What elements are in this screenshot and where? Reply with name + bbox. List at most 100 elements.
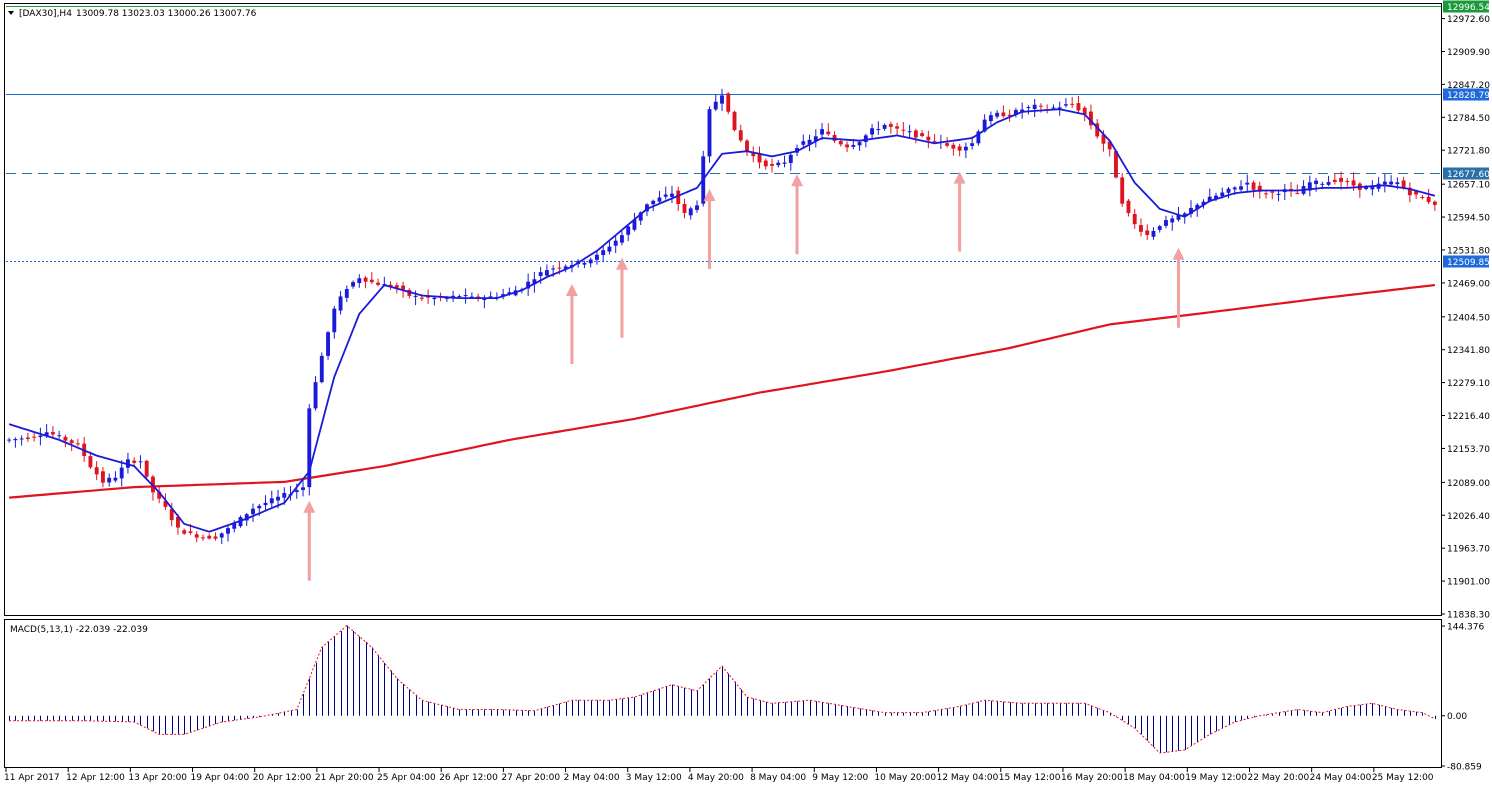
level-tag-label: 12996.54 <box>1447 3 1490 13</box>
candle <box>113 471 118 483</box>
candle <box>888 121 893 134</box>
candle-body <box>332 308 337 333</box>
time-tick-label: 9 May 12:00 <box>812 773 868 783</box>
candle <box>38 427 43 446</box>
candle <box>963 142 968 159</box>
candle-body <box>920 133 925 137</box>
candle-body <box>457 296 462 298</box>
price-axis: 12996.54 12828.79 12677.60 12509.85 12972.60… <box>1441 0 1490 621</box>
candle-body <box>557 267 562 269</box>
candle <box>957 143 962 157</box>
candle-body <box>363 277 368 282</box>
candle <box>1245 174 1250 193</box>
candle-body <box>588 259 593 264</box>
candle-body <box>876 129 881 131</box>
candle-body <box>32 436 37 438</box>
candle-body <box>1101 134 1106 144</box>
candle <box>1276 190 1281 202</box>
macd-signal-line <box>9 624 1436 754</box>
candle-body <box>976 131 981 144</box>
level-tag <box>1443 167 1489 180</box>
time-tick-label: 25 May 12:00 <box>1372 773 1434 783</box>
candle-body <box>851 144 856 147</box>
candle-body <box>1389 181 1394 185</box>
signal-arrow <box>703 188 716 269</box>
candle <box>1095 119 1100 139</box>
candle <box>544 264 549 278</box>
arrow-head <box>953 171 966 184</box>
candle <box>757 146 762 169</box>
candle <box>1063 98 1068 108</box>
candle-body <box>276 496 280 501</box>
candle-body <box>613 240 618 246</box>
candle-body <box>182 530 187 534</box>
price-tick-label: 12404.50 <box>1447 313 1490 323</box>
candle-body <box>1114 151 1118 178</box>
candle-body <box>1126 200 1131 214</box>
candle <box>50 426 55 438</box>
price-tick-label: 12594.50 <box>1447 214 1490 224</box>
candle <box>601 246 606 262</box>
candle-body <box>1314 180 1318 184</box>
price-tick-label: 12469.00 <box>1447 279 1490 289</box>
candle <box>357 274 362 288</box>
time-tick-label: 10 May 20:00 <box>874 773 936 783</box>
candle-body <box>1432 201 1437 205</box>
candle <box>657 190 662 204</box>
arrow-head <box>1172 247 1185 260</box>
time-axis: 11 Apr 2017 12 Apr 12:00 13 Apr 20:00 19 Ap… <box>4 768 1434 783</box>
candle <box>1326 175 1331 187</box>
candle <box>594 250 599 265</box>
candle-body <box>207 535 212 539</box>
candle <box>100 467 105 488</box>
slow-moving-average <box>9 283 1436 499</box>
candle <box>1107 140 1112 157</box>
candle-body <box>1289 188 1293 191</box>
candle-body <box>1270 191 1275 193</box>
candle <box>1076 95 1081 114</box>
candle <box>613 236 618 254</box>
level-tag <box>1443 255 1489 268</box>
candle <box>107 473 112 487</box>
candle-body <box>1345 181 1350 183</box>
candle-body <box>100 471 105 483</box>
candle <box>807 134 812 152</box>
candle <box>626 223 631 242</box>
price-tick-label: 12657.10 <box>1447 181 1490 191</box>
candle <box>7 437 12 443</box>
time-tick-label: 15 May 12:00 <box>999 773 1061 783</box>
candle-body <box>707 109 712 157</box>
candle <box>988 111 993 126</box>
candle-body <box>482 298 487 301</box>
arrow-head <box>615 257 628 270</box>
time-tick-label: 27 Apr 20:00 <box>501 773 560 783</box>
candle-body <box>963 146 968 151</box>
collapse-triangle-icon[interactable] <box>8 11 14 15</box>
candle-body <box>582 262 587 265</box>
arrow-head <box>791 174 804 187</box>
candle <box>913 128 918 144</box>
time-tick-label: 19 May 12:00 <box>1185 773 1247 783</box>
candle-body <box>44 432 49 436</box>
candle-body <box>1145 230 1150 235</box>
candle-body <box>1120 177 1125 204</box>
candle-body <box>313 382 318 409</box>
candle <box>707 106 712 163</box>
candle <box>1032 99 1037 118</box>
candle-body <box>638 212 643 221</box>
signal-arrow <box>1172 247 1185 328</box>
candle <box>651 199 656 211</box>
price-tick-label: 12341.80 <box>1447 346 1490 356</box>
candle <box>463 288 468 304</box>
candle-body <box>1139 225 1143 232</box>
candle-body <box>670 193 674 197</box>
candle-body <box>1339 177 1344 182</box>
candle <box>770 158 774 173</box>
candle-body <box>1182 213 1187 217</box>
candle <box>1170 215 1175 231</box>
candle <box>313 376 318 411</box>
candle <box>1407 182 1412 203</box>
candle <box>251 503 255 522</box>
level-tag-label: 12677.60 <box>1447 170 1490 180</box>
candle <box>207 533 212 540</box>
